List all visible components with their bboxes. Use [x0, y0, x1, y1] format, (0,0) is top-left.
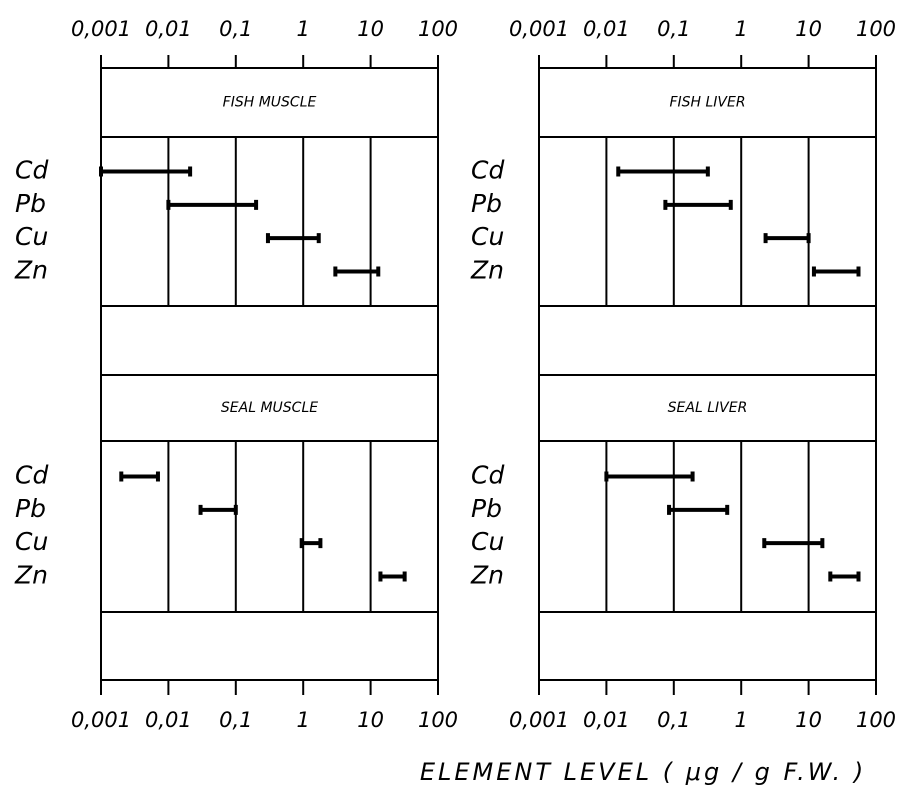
- range-bar: [811, 266, 861, 277]
- range-bar: [378, 571, 407, 582]
- category-label: Zn: [470, 255, 504, 284]
- x-tick-label: 0,01: [145, 708, 192, 732]
- x-tick-label: 0,001: [71, 708, 131, 732]
- x-tick-label: 100: [856, 708, 896, 732]
- x-tick-label: 0,01: [145, 17, 192, 41]
- category-label: Cu: [471, 527, 504, 556]
- x-tick-label: 0,001: [509, 17, 569, 41]
- x-tick-label: 1: [735, 708, 748, 732]
- x-tick-label: 0,01: [583, 708, 630, 732]
- category-label: Cd: [15, 461, 48, 490]
- category-label: Zn: [14, 560, 48, 589]
- category-label: Cu: [471, 222, 504, 251]
- category-label: Cd: [471, 461, 504, 490]
- category-label: Cd: [15, 156, 48, 185]
- range-bar: [663, 199, 733, 210]
- range-bar: [99, 166, 193, 177]
- range-bar: [616, 166, 710, 177]
- range-bar: [604, 471, 695, 482]
- x-tick-label: 1: [297, 17, 310, 41]
- x-tick-label: 0,1: [219, 708, 252, 732]
- range-bar: [667, 504, 730, 515]
- range-bar: [299, 538, 323, 549]
- x-tick-label: 100: [856, 17, 896, 41]
- x-tick-label: 0,001: [509, 708, 569, 732]
- range-bar: [265, 233, 321, 244]
- frame: [100, 67, 877, 681]
- x-tick-label: 0,1: [657, 708, 690, 732]
- range-bar: [166, 199, 259, 210]
- category-label: Zn: [470, 560, 504, 589]
- x-tick-label: 10: [795, 708, 822, 732]
- x-tick-label: 100: [418, 17, 458, 41]
- x-tick-label: 0,001: [71, 17, 131, 41]
- range-bar: [762, 538, 825, 549]
- category-label: Zn: [14, 255, 48, 284]
- category-label: Pb: [471, 494, 502, 523]
- x-tick-label: 10: [795, 17, 822, 41]
- panel-title: SEAL MUSCLE: [221, 400, 318, 416]
- x-tick-label: 0,1: [657, 17, 690, 41]
- category-label: Cu: [15, 222, 48, 251]
- category-label: Pb: [15, 494, 46, 523]
- category-label: Pb: [471, 189, 502, 218]
- x-tick-label: 1: [735, 17, 748, 41]
- x-tick-label: 10: [357, 17, 384, 41]
- range-bar: [333, 266, 381, 277]
- x-tick-label: 0,01: [583, 17, 630, 41]
- category-label: Pb: [15, 189, 46, 218]
- x-tick-label: 0,1: [219, 17, 252, 41]
- range-bar: [763, 233, 811, 244]
- panel-title: FISH MUSCLE: [223, 95, 317, 111]
- panel-title: SEAL LIVER: [668, 400, 748, 416]
- category-label: Cd: [471, 156, 504, 185]
- range-bar: [119, 471, 160, 482]
- x-tick-label: 100: [418, 708, 458, 732]
- x-tick-label: 10: [357, 708, 384, 732]
- range-bar: [198, 504, 238, 515]
- x-axis-label: ELEMENT LEVEL ( μg / g F.W. ): [420, 758, 866, 786]
- category-label: Cu: [15, 527, 48, 556]
- range-bar: [828, 571, 861, 582]
- x-tick-label: 1: [297, 708, 310, 732]
- panel-title: FISH LIVER: [669, 95, 745, 111]
